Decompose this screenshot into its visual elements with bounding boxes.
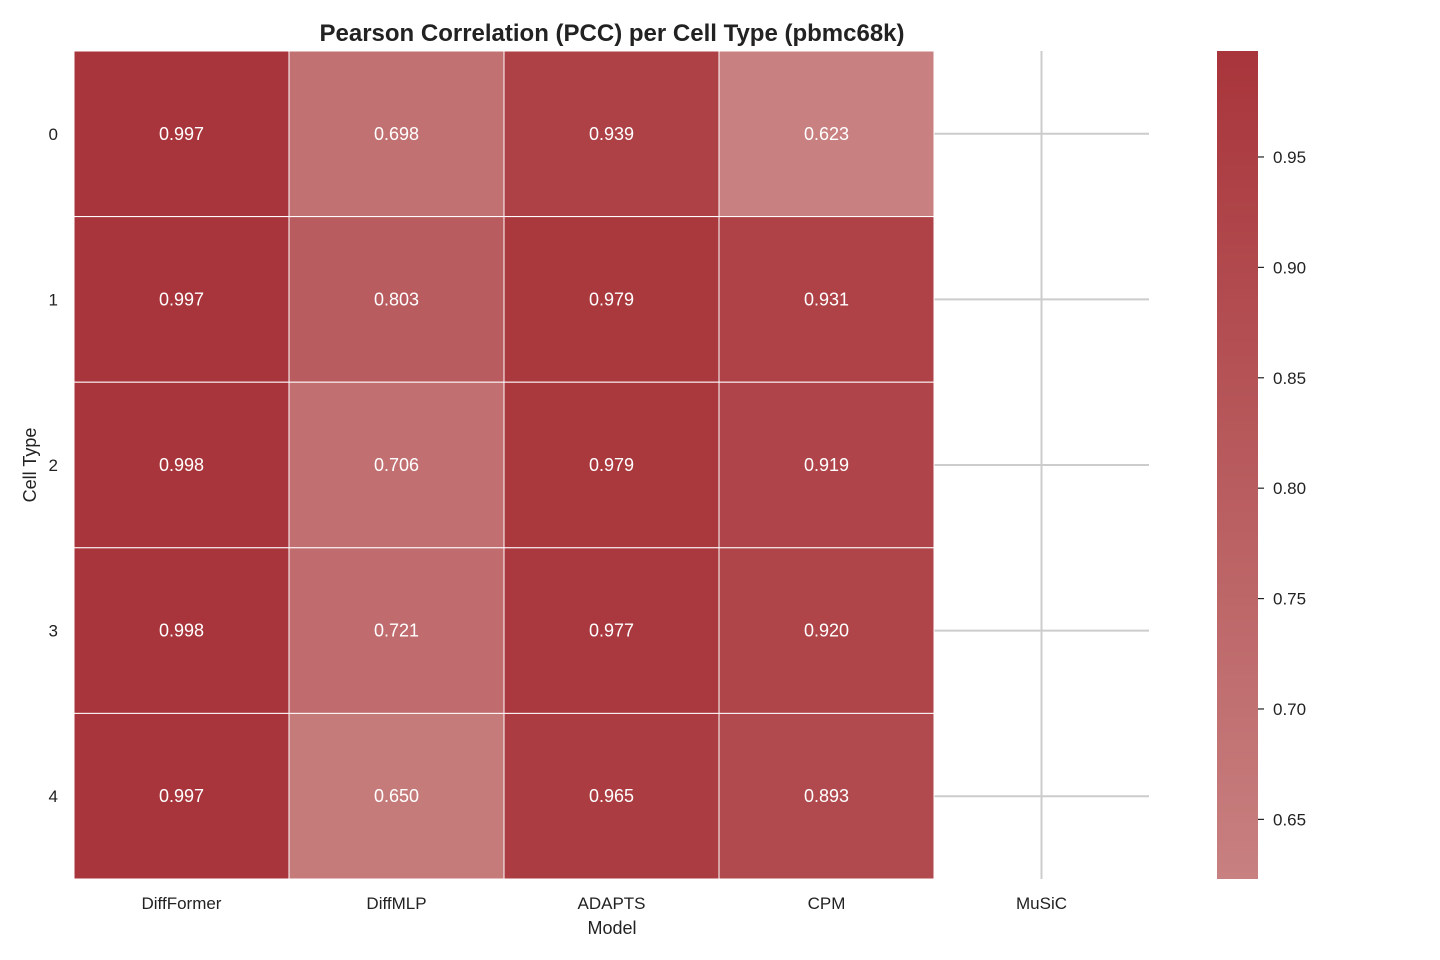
cell-value-label: 0.920 <box>804 621 849 641</box>
y-axis-label: Cell Type <box>20 428 40 503</box>
heatmap-cell <box>718 50 935 218</box>
colorbar-tick-label: 0.90 <box>1273 258 1306 277</box>
cell-value-label: 0.939 <box>589 124 634 144</box>
heatmap-cell <box>73 50 290 218</box>
cell-value-label: 0.650 <box>374 786 419 806</box>
heatmap-cell <box>503 547 720 714</box>
x-tick-label: MuSiC <box>1016 894 1067 913</box>
heatmap-cell-labels: 0.997 0.698 0.939 0.623 0.997 0.803 0.979 0.931… <box>159 124 849 806</box>
y-tick-label: 1 <box>49 290 58 309</box>
heatmap-cell <box>718 216 935 383</box>
cell-value-label: 0.919 <box>804 455 849 475</box>
heatmap-cell <box>288 381 505 549</box>
cell-value-label: 0.997 <box>159 786 204 806</box>
cell-value-label: 0.623 <box>804 124 849 144</box>
colorbar-ticks: 0.65 0.70 0.75 0.80 0.85 0.90 0.95 <box>1258 148 1306 829</box>
heatmap-cell <box>73 547 290 714</box>
heatmap-cell <box>288 50 505 218</box>
heatmap-cell <box>73 712 290 880</box>
x-axis-label: Model <box>587 918 636 938</box>
heatmap-cell <box>718 381 935 549</box>
colorbar-tick-label: 0.70 <box>1273 700 1306 719</box>
colorbar <box>1217 51 1258 879</box>
heatmap-cell <box>288 216 505 383</box>
x-axis-ticks: DiffFormer DiffMLP ADAPTS CPM MuSiC <box>142 894 1068 913</box>
heatmap-cell <box>503 712 720 880</box>
heatmap-cell <box>288 547 505 714</box>
y-tick-label: 0 <box>49 125 58 144</box>
y-tick-label: 3 <box>49 622 58 641</box>
cell-value-label: 0.965 <box>589 786 634 806</box>
colorbar-tick-label: 0.75 <box>1273 590 1306 609</box>
cell-value-label: 0.721 <box>374 621 419 641</box>
cell-value-label: 0.998 <box>159 455 204 475</box>
x-tick-label: CPM <box>808 894 846 913</box>
colorbar-tick-label: 0.80 <box>1273 479 1306 498</box>
y-tick-label: 4 <box>49 787 58 806</box>
heatmap-cell <box>718 712 935 880</box>
cell-value-label: 0.997 <box>159 289 204 309</box>
y-tick-label: 2 <box>49 456 58 475</box>
x-tick-label: DiffFormer <box>142 894 222 913</box>
cell-value-label: 0.997 <box>159 124 204 144</box>
cell-value-label: 0.698 <box>374 124 419 144</box>
cell-value-label: 0.893 <box>804 786 849 806</box>
heatmap-cells <box>73 50 935 880</box>
heatmap-cell <box>288 712 505 880</box>
heatmap-cell <box>73 216 290 383</box>
cell-value-label: 0.998 <box>159 621 204 641</box>
colorbar-tick-label: 0.95 <box>1273 148 1306 167</box>
heatmap-cell <box>503 381 720 549</box>
heatmap-cell <box>718 547 935 714</box>
cell-value-label: 0.979 <box>589 289 634 309</box>
heatmap-cell <box>73 381 290 549</box>
cell-value-label: 0.803 <box>374 289 419 309</box>
cell-value-label: 0.977 <box>589 621 634 641</box>
x-tick-label: ADAPTS <box>577 894 645 913</box>
cell-value-label: 0.931 <box>804 289 849 309</box>
y-axis-ticks: 0 1 2 3 4 <box>49 125 58 806</box>
chart-title: Pearson Correlation (PCC) per Cell Type … <box>319 20 904 47</box>
colorbar-tick-label: 0.85 <box>1273 369 1306 388</box>
cell-value-label: 0.979 <box>589 455 634 475</box>
cell-value-label: 0.706 <box>374 455 419 475</box>
heatmap-cell <box>503 216 720 383</box>
x-tick-label: DiffMLP <box>366 894 426 913</box>
colorbar-tick-label: 0.65 <box>1273 810 1306 829</box>
